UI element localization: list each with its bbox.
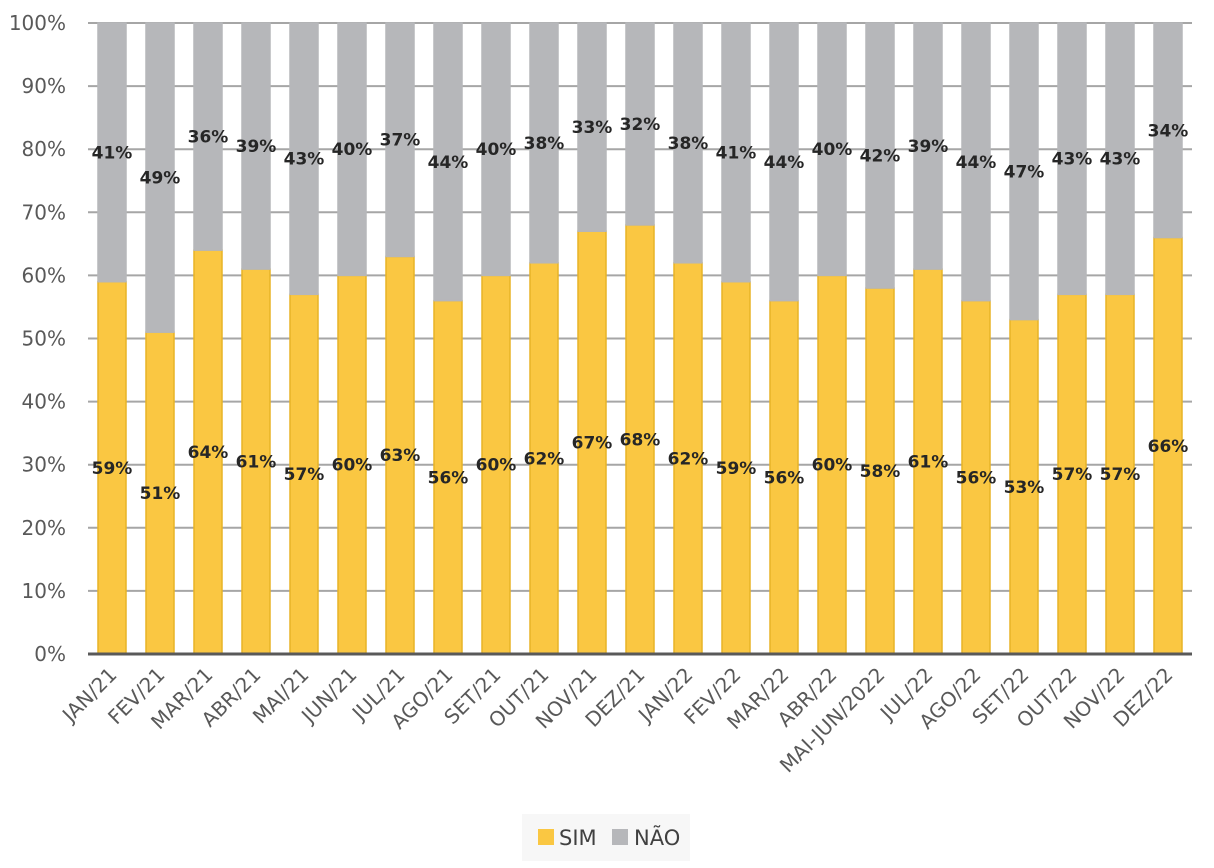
legend-label-nao: NÃO xyxy=(634,824,680,850)
data-label-nao: 40% xyxy=(476,140,517,160)
data-label-nao: 44% xyxy=(428,153,469,173)
data-label-nao: 40% xyxy=(332,140,373,160)
y-tick-label: 10% xyxy=(22,579,66,603)
bar-nao xyxy=(673,22,703,264)
y-tick-label: 30% xyxy=(22,453,66,477)
bar-nao xyxy=(289,22,319,296)
data-label-sim: 59% xyxy=(92,459,133,479)
legend: SIM NÃO xyxy=(522,814,690,861)
data-label-sim: 56% xyxy=(764,468,805,488)
y-tick-label: 100% xyxy=(9,11,66,35)
bar-sim xyxy=(385,255,415,655)
bars xyxy=(97,22,1183,655)
data-label-sim: 60% xyxy=(476,456,517,476)
bar-sim xyxy=(289,293,319,655)
data-label-nao: 36% xyxy=(188,128,229,148)
data-labels: 59% 41% 51% 49% 64% 36% 61% 39% 57% 43% 60% 40% 63% 3… xyxy=(92,115,1189,504)
bar-nao xyxy=(817,22,847,277)
data-label-sim: 64% xyxy=(188,443,229,463)
bar-nao xyxy=(961,22,991,302)
x-axis-ticks: JAN/21FEV/21MAR/21ABR/21MAI/21JUN/21JUL/… xyxy=(56,663,1177,778)
data-label-nao: 33% xyxy=(572,118,613,138)
y-tick-label: 70% xyxy=(22,200,66,224)
data-label-sim: 57% xyxy=(284,465,325,485)
data-label-sim: 51% xyxy=(140,484,181,504)
data-label-nao: 40% xyxy=(812,140,853,160)
y-axis-ticks: 0% 10% 20% 30% 40% 50% 60% 70% 80% 90% 100% xyxy=(9,11,66,666)
bar-nao xyxy=(1009,22,1039,321)
data-label-nao: 38% xyxy=(524,134,565,154)
bar-nao xyxy=(337,22,367,277)
bar-sim xyxy=(673,262,703,655)
bar-nao xyxy=(625,22,655,226)
data-label-sim: 68% xyxy=(620,430,661,450)
bar-nao xyxy=(1105,22,1135,296)
bar-nao xyxy=(529,22,559,264)
bar-nao xyxy=(1057,22,1087,296)
data-label-nao: 39% xyxy=(236,137,277,157)
y-tick-label: 0% xyxy=(34,642,66,666)
data-label-nao: 43% xyxy=(1052,150,1093,170)
y-tick-label: 60% xyxy=(22,263,66,287)
bar-nao xyxy=(577,22,607,232)
bar-nao xyxy=(913,22,943,270)
data-label-sim: 57% xyxy=(1100,465,1141,485)
bar-sim xyxy=(1009,318,1039,655)
data-label-sim: 62% xyxy=(668,449,709,469)
data-label-sim: 56% xyxy=(428,468,469,488)
data-label-nao: 38% xyxy=(668,134,709,154)
bar-nao xyxy=(241,22,271,270)
data-label-nao: 42% xyxy=(860,147,901,167)
bar-nao xyxy=(433,22,463,302)
data-label-sim: 66% xyxy=(1148,437,1189,457)
bar-nao xyxy=(97,22,127,283)
bar-nao xyxy=(1153,22,1183,239)
legend-swatch-nao xyxy=(612,829,628,845)
legend-label-sim: SIM xyxy=(559,826,597,850)
data-label-sim: 62% xyxy=(524,449,565,469)
data-label-nao: 44% xyxy=(956,153,997,173)
data-label-nao: 43% xyxy=(284,150,325,170)
data-label-nao: 39% xyxy=(908,137,949,157)
y-tick-label: 20% xyxy=(22,516,66,540)
bar-nao xyxy=(385,22,415,258)
bar-nao xyxy=(145,22,175,333)
bar-sim xyxy=(961,299,991,655)
data-label-sim: 58% xyxy=(860,462,901,482)
data-label-nao: 41% xyxy=(92,143,133,163)
data-label-nao: 41% xyxy=(716,143,757,163)
data-label-sim: 53% xyxy=(1004,478,1045,498)
bar-nao xyxy=(193,22,223,251)
y-tick-label: 80% xyxy=(22,137,66,161)
data-label-sim: 67% xyxy=(572,434,613,454)
data-label-sim: 60% xyxy=(332,456,373,476)
data-label-nao: 47% xyxy=(1004,162,1045,182)
data-label-nao: 43% xyxy=(1100,150,1141,170)
data-label-sim: 60% xyxy=(812,456,853,476)
bar-sim xyxy=(241,268,271,655)
data-label-sim: 57% xyxy=(1052,465,1093,485)
bar-nao xyxy=(865,22,895,289)
data-label-nao: 32% xyxy=(620,115,661,135)
data-label-nao: 37% xyxy=(380,131,421,151)
y-tick-label: 90% xyxy=(22,74,66,98)
bar-nao xyxy=(769,22,799,302)
bar-sim xyxy=(769,299,799,655)
data-label-nao: 34% xyxy=(1148,121,1189,141)
data-label-nao: 44% xyxy=(764,153,805,173)
legend-swatch-sim xyxy=(538,829,554,845)
y-tick-label: 40% xyxy=(22,390,66,414)
data-label-sim: 61% xyxy=(908,453,949,473)
data-label-sim: 63% xyxy=(380,446,421,466)
bar-sim xyxy=(193,249,223,655)
data-label-sim: 59% xyxy=(716,459,757,479)
data-label-sim: 61% xyxy=(236,453,277,473)
bar-nao xyxy=(721,22,751,283)
y-tick-label: 50% xyxy=(22,327,66,351)
data-label-nao: 49% xyxy=(140,169,181,189)
data-label-sim: 56% xyxy=(956,468,997,488)
bar-nao xyxy=(481,22,511,277)
bar-sim xyxy=(817,274,847,655)
